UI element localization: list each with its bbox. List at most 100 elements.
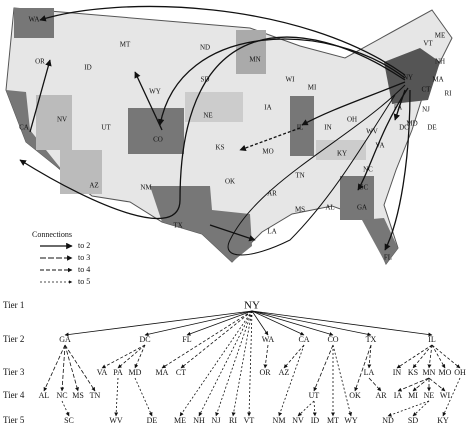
- state-label: GA: [357, 204, 367, 212]
- tree-node: LA: [364, 368, 375, 377]
- state-label: AR: [267, 190, 277, 198]
- arrow: [357, 87, 409, 191]
- tree-edge: [251, 310, 433, 337]
- tree-edge: [283, 344, 305, 369]
- tree-edge: [278, 344, 305, 417]
- state-label: NV: [57, 116, 67, 124]
- tree-node: NC: [56, 391, 67, 400]
- tier-label: Tier 5: [3, 415, 25, 425]
- tree-edge: [412, 400, 430, 417]
- tree-edge: [431, 344, 461, 369]
- tier-label: Tier 3: [3, 367, 25, 377]
- state-label: IN: [324, 124, 331, 132]
- tree-node: VT: [244, 416, 255, 425]
- state-label: ME: [435, 32, 446, 40]
- tree-edge: [161, 310, 253, 369]
- tree-node: NM: [273, 416, 286, 425]
- state-label: KY: [337, 150, 347, 158]
- tree-node: IA: [394, 391, 403, 400]
- state-ny: [384, 48, 440, 104]
- state-label: NY: [403, 74, 413, 82]
- legend-label: to 4: [78, 265, 90, 274]
- state-label: OH: [347, 116, 357, 124]
- state-label: CA: [19, 124, 29, 132]
- tree-edge: [231, 310, 253, 417]
- state-label: DC: [399, 124, 409, 132]
- tree-node: MS: [72, 391, 84, 400]
- tree-node: ME: [174, 416, 186, 425]
- tree-node: FL: [182, 335, 191, 344]
- state-label: RI: [445, 90, 453, 98]
- tree-edge: [251, 310, 334, 336]
- tier-label: Tier 2: [3, 334, 24, 344]
- arrow: [393, 89, 406, 121]
- state-label: OR: [35, 58, 45, 66]
- tree-edge: [64, 344, 96, 392]
- tree-edge: [313, 344, 334, 392]
- tier-label: Tier 4: [3, 390, 25, 400]
- state-tx: [150, 186, 252, 262]
- state-label: ND: [200, 44, 210, 52]
- state-fl: [362, 218, 398, 264]
- tree-node: MD: [129, 368, 142, 377]
- state-label: PA: [394, 104, 402, 112]
- tree-node: CO: [327, 335, 338, 344]
- tree-edge: [180, 310, 253, 369]
- state-label: UT: [101, 124, 111, 132]
- tree-edge: [387, 400, 430, 417]
- tree-node: ID: [311, 416, 320, 425]
- tree-node: RI: [229, 416, 237, 425]
- tree-edge: [442, 377, 461, 417]
- tree-node: GA: [59, 335, 71, 344]
- state-mn: [236, 30, 266, 74]
- state-label: NM: [140, 184, 152, 192]
- tree-edge: [368, 377, 382, 392]
- tree-node: NY: [244, 300, 260, 312]
- state-label: OK: [225, 178, 235, 186]
- tree-edge: [61, 400, 70, 417]
- tree-edge: [397, 377, 430, 392]
- state-label: ID: [84, 64, 91, 72]
- tree-edge: [428, 377, 446, 392]
- tree-node: WI: [440, 391, 451, 400]
- tree-node: IL: [428, 335, 436, 344]
- tree-edge: [247, 310, 253, 417]
- state-nv: [36, 95, 72, 150]
- state-label: MN: [249, 56, 260, 64]
- tree-node: MT: [327, 416, 339, 425]
- tree-node: TN: [90, 391, 101, 400]
- state-label: MA: [432, 76, 443, 84]
- state-label: KS: [216, 144, 225, 152]
- tree-edge: [251, 310, 305, 336]
- state-label: MI: [308, 84, 317, 92]
- state-label: CT: [422, 86, 432, 94]
- tree-edge: [396, 344, 433, 369]
- us-map: [5, 7, 453, 265]
- arrow: [39, 5, 406, 76]
- tree-edge: [64, 310, 253, 337]
- tree-node: WY: [344, 416, 358, 425]
- arrow: [19, 36, 406, 220]
- tier-label: Tier 1: [3, 300, 24, 310]
- tree-edge: [134, 344, 146, 369]
- connection-arrows: [19, 5, 411, 256]
- state-label: FL: [384, 254, 392, 262]
- state-ga: [340, 176, 374, 220]
- tree-edge: [332, 344, 353, 417]
- tree-node: CA: [298, 335, 309, 344]
- state-wa: [14, 8, 54, 38]
- state-il: [290, 96, 314, 156]
- state-label: SC: [360, 184, 369, 192]
- tree-edge: [64, 344, 79, 392]
- tree-edge: [114, 377, 119, 417]
- tree-node: MA: [156, 368, 169, 377]
- arrow: [209, 224, 256, 242]
- tree-edge: [43, 344, 66, 392]
- tree-edge: [198, 310, 253, 417]
- tree-edge: [297, 400, 315, 417]
- state-label: NE: [203, 112, 212, 120]
- tree-node: NJ: [212, 416, 221, 425]
- state-ky: [316, 140, 366, 160]
- arrow: [384, 89, 411, 251]
- arrow: [227, 84, 406, 256]
